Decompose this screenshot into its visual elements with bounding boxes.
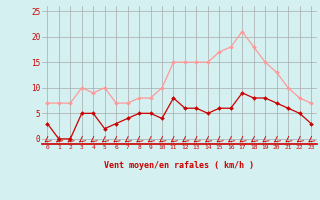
X-axis label: Vent moyen/en rafales ( km/h ): Vent moyen/en rafales ( km/h ) <box>104 161 254 170</box>
